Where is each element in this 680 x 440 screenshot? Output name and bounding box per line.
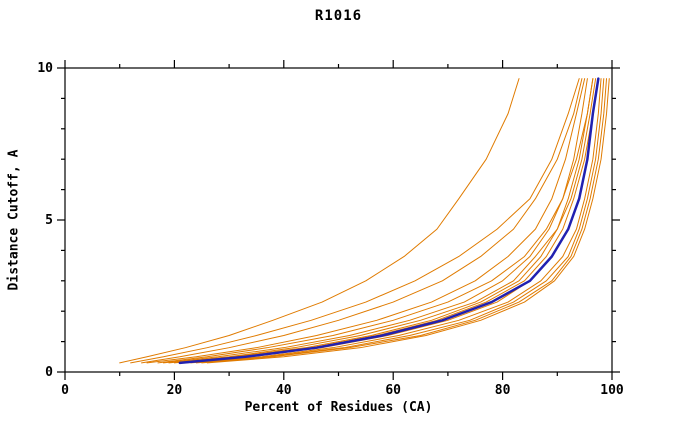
series-line-model-07 <box>190 78 602 364</box>
x-tick-label: 60 <box>385 383 401 398</box>
series-line-model-05 <box>173 78 594 364</box>
series-line-model-13 <box>206 78 610 364</box>
x-axis-label: Percent of Residues (CA) <box>244 400 433 415</box>
y-axis-label: Distance Cutoff, A <box>6 149 22 291</box>
y-tick-label: 10 <box>37 61 53 76</box>
series-line-model-01 <box>119 78 520 364</box>
x-tick-label: 40 <box>276 383 292 398</box>
series-line-model-08 <box>195 78 605 364</box>
series-line-model-04 <box>162 78 588 364</box>
series-line-model-11 <box>179 78 599 364</box>
chart-title: R1016 <box>314 8 363 24</box>
series-line-model-12 <box>157 78 594 364</box>
x-tick-label: 20 <box>167 383 183 398</box>
x-tick-label: 80 <box>495 383 511 398</box>
series-line-reference <box>178 77 600 365</box>
x-tick-label: 100 <box>600 383 624 398</box>
x-tick-label: 0 <box>61 383 69 398</box>
plot-box <box>64 67 613 373</box>
series-line-model-09 <box>201 78 608 364</box>
y-tick-label: 5 <box>45 213 53 228</box>
series-line-model-03 <box>146 78 586 364</box>
series-line-model-14 <box>141 78 583 364</box>
series-line-model-10 <box>168 78 597 364</box>
y-tick-label: 0 <box>45 365 53 380</box>
series-line-model-02 <box>130 78 580 364</box>
